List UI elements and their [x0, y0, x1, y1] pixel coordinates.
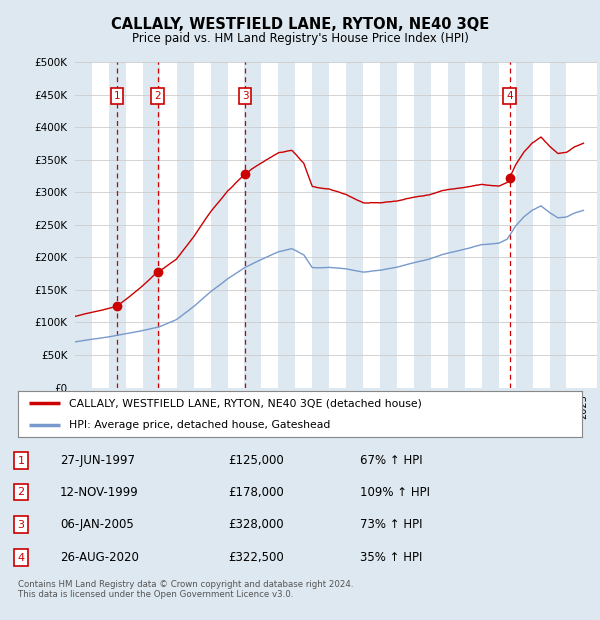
- Text: 12-NOV-1999: 12-NOV-1999: [60, 485, 139, 498]
- Text: Price paid vs. HM Land Registry's House Price Index (HPI): Price paid vs. HM Land Registry's House …: [131, 32, 469, 45]
- Bar: [448, 62, 465, 388]
- Text: 35% ↑ HPI: 35% ↑ HPI: [360, 551, 422, 564]
- Bar: [176, 62, 194, 388]
- Bar: [414, 62, 431, 388]
- Bar: [278, 62, 295, 388]
- Text: 4: 4: [506, 91, 513, 101]
- Bar: [550, 62, 566, 388]
- Text: CALLALY, WESTFIELD LANE, RYTON, NE40 3QE (detached house): CALLALY, WESTFIELD LANE, RYTON, NE40 3QE…: [69, 398, 422, 408]
- Text: 109% ↑ HPI: 109% ↑ HPI: [360, 485, 430, 498]
- Text: £322,500: £322,500: [228, 551, 284, 564]
- Text: 67% ↑ HPI: 67% ↑ HPI: [360, 454, 422, 467]
- Bar: [515, 62, 533, 388]
- Bar: [380, 62, 397, 388]
- Text: 73% ↑ HPI: 73% ↑ HPI: [360, 518, 422, 531]
- Bar: [312, 62, 329, 388]
- Text: 3: 3: [242, 91, 248, 101]
- Text: 06-JAN-2005: 06-JAN-2005: [60, 518, 134, 531]
- Text: 1: 1: [114, 91, 121, 101]
- Bar: [109, 62, 126, 388]
- Text: 3: 3: [17, 520, 25, 529]
- Bar: [143, 62, 160, 388]
- Bar: [482, 62, 499, 388]
- Bar: [211, 62, 227, 388]
- Text: 2: 2: [17, 487, 25, 497]
- Text: HPI: Average price, detached house, Gateshead: HPI: Average price, detached house, Gate…: [69, 420, 330, 430]
- Text: 1: 1: [17, 456, 25, 466]
- Text: CALLALY, WESTFIELD LANE, RYTON, NE40 3QE: CALLALY, WESTFIELD LANE, RYTON, NE40 3QE: [111, 17, 489, 32]
- Bar: [346, 62, 363, 388]
- Text: £125,000: £125,000: [228, 454, 284, 467]
- Text: £328,000: £328,000: [228, 518, 284, 531]
- Text: £178,000: £178,000: [228, 485, 284, 498]
- Text: 2: 2: [154, 91, 161, 101]
- Text: 4: 4: [17, 552, 25, 562]
- Text: 27-JUN-1997: 27-JUN-1997: [60, 454, 135, 467]
- Text: 26-AUG-2020: 26-AUG-2020: [60, 551, 139, 564]
- Text: Contains HM Land Registry data © Crown copyright and database right 2024.
This d: Contains HM Land Registry data © Crown c…: [18, 580, 353, 599]
- Bar: [75, 62, 92, 388]
- Bar: [244, 62, 262, 388]
